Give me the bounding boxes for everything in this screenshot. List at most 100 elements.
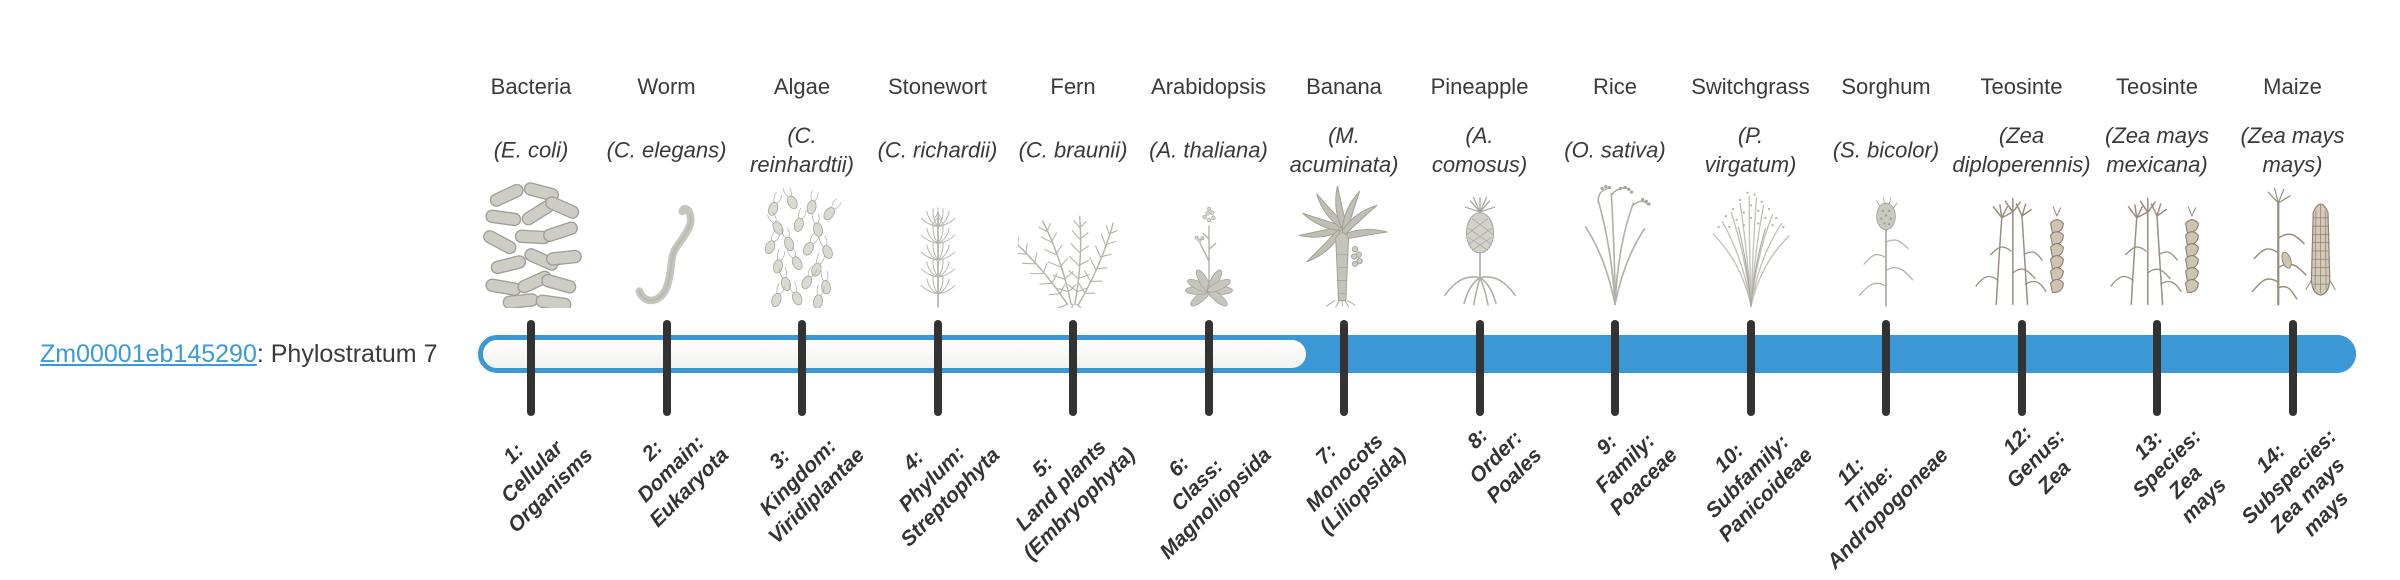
tick-stratum-11 — [1882, 320, 1890, 416]
tick-stratum-10 — [1746, 320, 1755, 416]
tick-stratum-5 — [1069, 320, 1077, 416]
organism-species-name: (Zea mays mexicana) — [2105, 123, 2209, 177]
teosinte-icon — [2101, 170, 2213, 308]
gene-id-link[interactable]: Zm00001eb145290 — [40, 340, 257, 368]
algae-icon — [754, 170, 850, 308]
organism-common-name: Pineapple — [1430, 74, 1529, 99]
worm-icon — [621, 170, 713, 308]
tick-stratum-1 — [527, 320, 535, 416]
organism-column-10-switchgrass: Switchgrass (P. virgatum) — [1691, 74, 1810, 177]
stratum-label-text: 3: Kingdom: Viridiplantae — [755, 434, 869, 549]
organism-column-8-pineapple: Pineapple (A. comosus) — [1430, 74, 1529, 177]
switchgrass-icon — [1697, 170, 1805, 308]
sorghum-icon — [1839, 170, 1933, 308]
tick-stratum-8 — [1475, 320, 1484, 416]
tick-stratum-12 — [2017, 320, 2026, 416]
organism-common-name: Algae — [773, 74, 831, 99]
organism-common-name: Bacteria — [490, 74, 572, 99]
organism-common-name: Teosinte — [2116, 74, 2198, 99]
organism-species-name: (A. thaliana) — [1149, 137, 1268, 163]
organism-common-name: Fern — [1050, 74, 1096, 99]
banana-icon — [1288, 170, 1400, 308]
tick-stratum-2 — [662, 320, 671, 416]
organism-column-3-algae: Algae (C. reinhardtii) — [750, 74, 854, 177]
tick-stratum-14 — [2288, 320, 2297, 416]
tick-stratum-3 — [798, 320, 806, 416]
organism-species-name: (Zea diploperennis) — [1952, 123, 2091, 177]
stratum-label-text: 13: Species: Zea mays — [2128, 425, 2231, 528]
organism-column-2-worm: Worm (C. elegans) — [607, 74, 727, 163]
organism-column-9-rice: Rice (O. sativa) — [1564, 74, 1665, 163]
organism-species-name: (C. braunii) — [1018, 137, 1128, 163]
organism-common-name: Maize — [2263, 74, 2322, 99]
organism-species-name: (C. elegans) — [606, 137, 727, 163]
stratum-label-text: 1: Cellular Organisms — [497, 436, 598, 538]
algae-icon — [754, 170, 850, 308]
worm-icon — [621, 170, 713, 308]
stratum-label-text: 12: Genus: Zea — [1998, 421, 2076, 499]
stratum-label-text: 6: Class: Magnoliopsida — [1155, 443, 1276, 564]
organism-common-name: Banana — [1306, 74, 1382, 99]
pineapple-icon — [1432, 170, 1528, 308]
organism-species-name: (E. coli) — [493, 137, 569, 163]
organism-common-name: Sorghum — [1841, 74, 1931, 99]
teosinte-icon — [1966, 170, 2078, 308]
stonewort-icon — [896, 170, 980, 308]
organism-common-name: Arabidopsis — [1151, 74, 1266, 99]
organism-column-12-teosinte: Teosinte (Zea diploperennis) — [1952, 74, 2090, 177]
organism-column-5-fern: Fern (C. braunii) — [1019, 74, 1128, 163]
organism-column-6-arabidopsis: Arabidopsis (A. thaliana) — [1149, 74, 1268, 163]
tick-stratum-6 — [1204, 320, 1213, 416]
banana-icon — [1288, 170, 1400, 308]
tick-stratum-7 — [1340, 320, 1348, 416]
organism-column-4-stonewort: Stonewort (C. richardii) — [878, 74, 998, 163]
stratum-label-text: 11: Tribe: Andropogoneae — [1822, 443, 1953, 574]
stratum-label-text: 9: Family: Poaceae — [1590, 429, 1682, 521]
maize-icon — [2234, 170, 2352, 308]
organism-common-name: Worm — [637, 74, 696, 99]
teosinte-icon — [2101, 170, 2213, 308]
organism-column-13-teosinte: Teosinte (Zea mays mexicana) — [2105, 74, 2209, 177]
organism-species-name: (S. bicolor) — [1832, 137, 1940, 163]
maize-icon — [2234, 170, 2352, 308]
phylostratum-text: : Phylostratum 7 — [256, 340, 438, 368]
timeline-unfilled-segment — [484, 340, 1306, 368]
fern-icon — [1017, 170, 1129, 308]
bacteria-icon — [479, 170, 583, 308]
sorghum-icon — [1839, 170, 1933, 308]
timeline-outline — [478, 335, 2356, 373]
organism-common-name: Switchgrass — [1691, 74, 1810, 99]
tick-stratum-9 — [1611, 320, 1619, 416]
rice-icon — [1559, 170, 1671, 308]
rice-icon — [1559, 170, 1671, 308]
bacteria-icon — [479, 170, 583, 308]
organism-common-name: Rice — [1592, 74, 1638, 99]
stratum-label-text: 14: Subspecies: Zea mays mays — [2237, 425, 2353, 541]
stratum-label-text: 2: Domain: Eukaryota — [632, 431, 734, 532]
organism-column-7-banana: Banana (M. acuminata) — [1290, 74, 1399, 177]
organism-column-11-sorghum: Sorghum (S. bicolor) — [1833, 74, 1939, 163]
organism-common-name: Teosinte — [1980, 74, 2063, 99]
teosinte-icon — [1966, 170, 2078, 308]
gene-label: Zm00001eb145290: Phylostratum 7 — [40, 340, 438, 369]
tick-stratum-4 — [933, 320, 942, 416]
tick-stratum-13 — [2153, 320, 2161, 416]
organism-species-name: (O. sativa) — [1564, 137, 1666, 163]
organism-column-1-bacteria: Bacteria (E. coli) — [490, 74, 572, 163]
organism-species-name: (C. reinhardtii) — [750, 123, 854, 177]
arabidopsis-icon — [1165, 170, 1253, 308]
stratum-label-text: 8: Order: Poales — [1462, 424, 1547, 508]
organism-species-name: (M. acuminata) — [1289, 123, 1399, 177]
stratum-label-text: 5: Land plants (Embryophyta) — [1011, 435, 1140, 565]
stratum-label-text: 4: Phylum: Streptophyta — [894, 441, 1005, 552]
pineapple-icon — [1432, 170, 1528, 308]
organism-species-name: (A. comosus) — [1431, 123, 1528, 177]
organism-column-14-maize: Maize (Zea mays mays) — [2241, 74, 2345, 177]
organism-common-name: Stonewort — [887, 74, 988, 99]
fern-icon — [1017, 170, 1129, 308]
organism-species-name: (C. richardii) — [877, 137, 998, 163]
organism-species-name: (Zea mays mays) — [2240, 123, 2345, 177]
switchgrass-icon — [1697, 170, 1805, 308]
organism-species-name: (P. virgatum) — [1704, 123, 1797, 177]
